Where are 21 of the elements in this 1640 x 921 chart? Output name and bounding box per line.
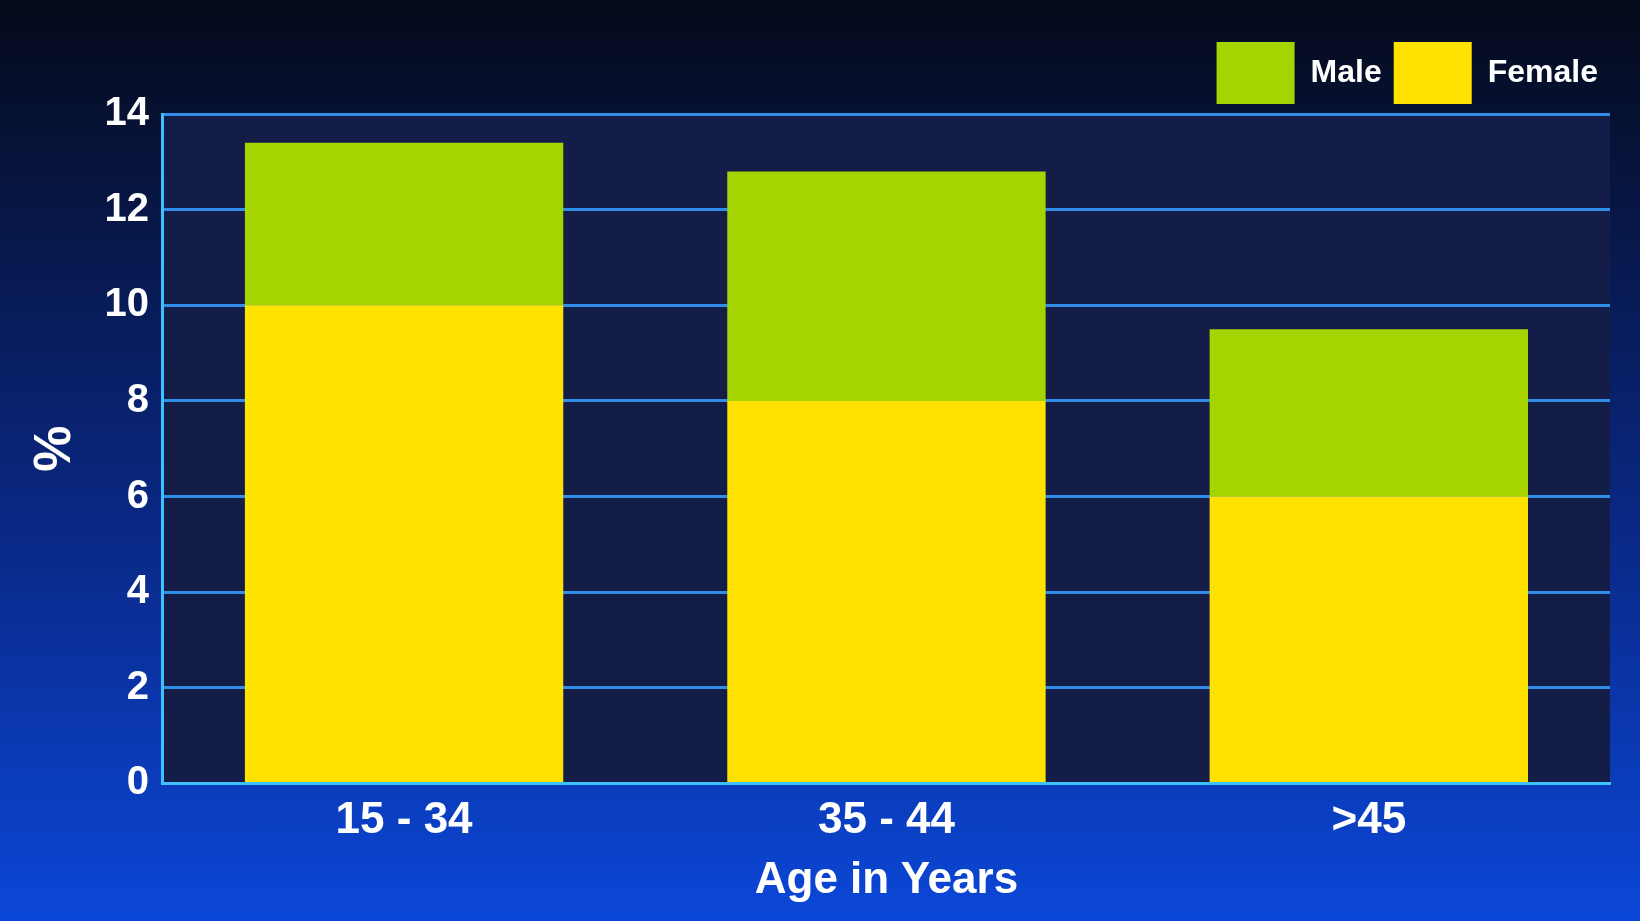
y-tick-label: 2 [126,662,149,707]
y-axis-title: % [22,425,81,472]
bar [1209,329,1528,497]
y-tick-label: 10 [104,280,149,325]
x-axis-title: Age in Years [754,852,1019,902]
bar [1209,496,1528,782]
legend-label: Female [1487,52,1598,89]
y-tick-label: 6 [126,471,149,516]
legend-label: Male [1310,52,1382,89]
y-tick-label: 4 [126,567,150,612]
bar [244,142,564,306]
x-tick-label: 15 - 34 [335,792,474,842]
bar [727,400,1046,782]
y-tick-label: 12 [104,184,149,229]
y-tick-label: 8 [126,375,149,420]
y-tick-label: 14 [104,89,150,134]
bar [244,305,564,782]
y-tick-label: 0 [126,758,149,803]
bar [727,171,1046,401]
x-tick-label: >45 [1331,792,1407,842]
x-tick-label: 35 - 44 [817,792,956,842]
